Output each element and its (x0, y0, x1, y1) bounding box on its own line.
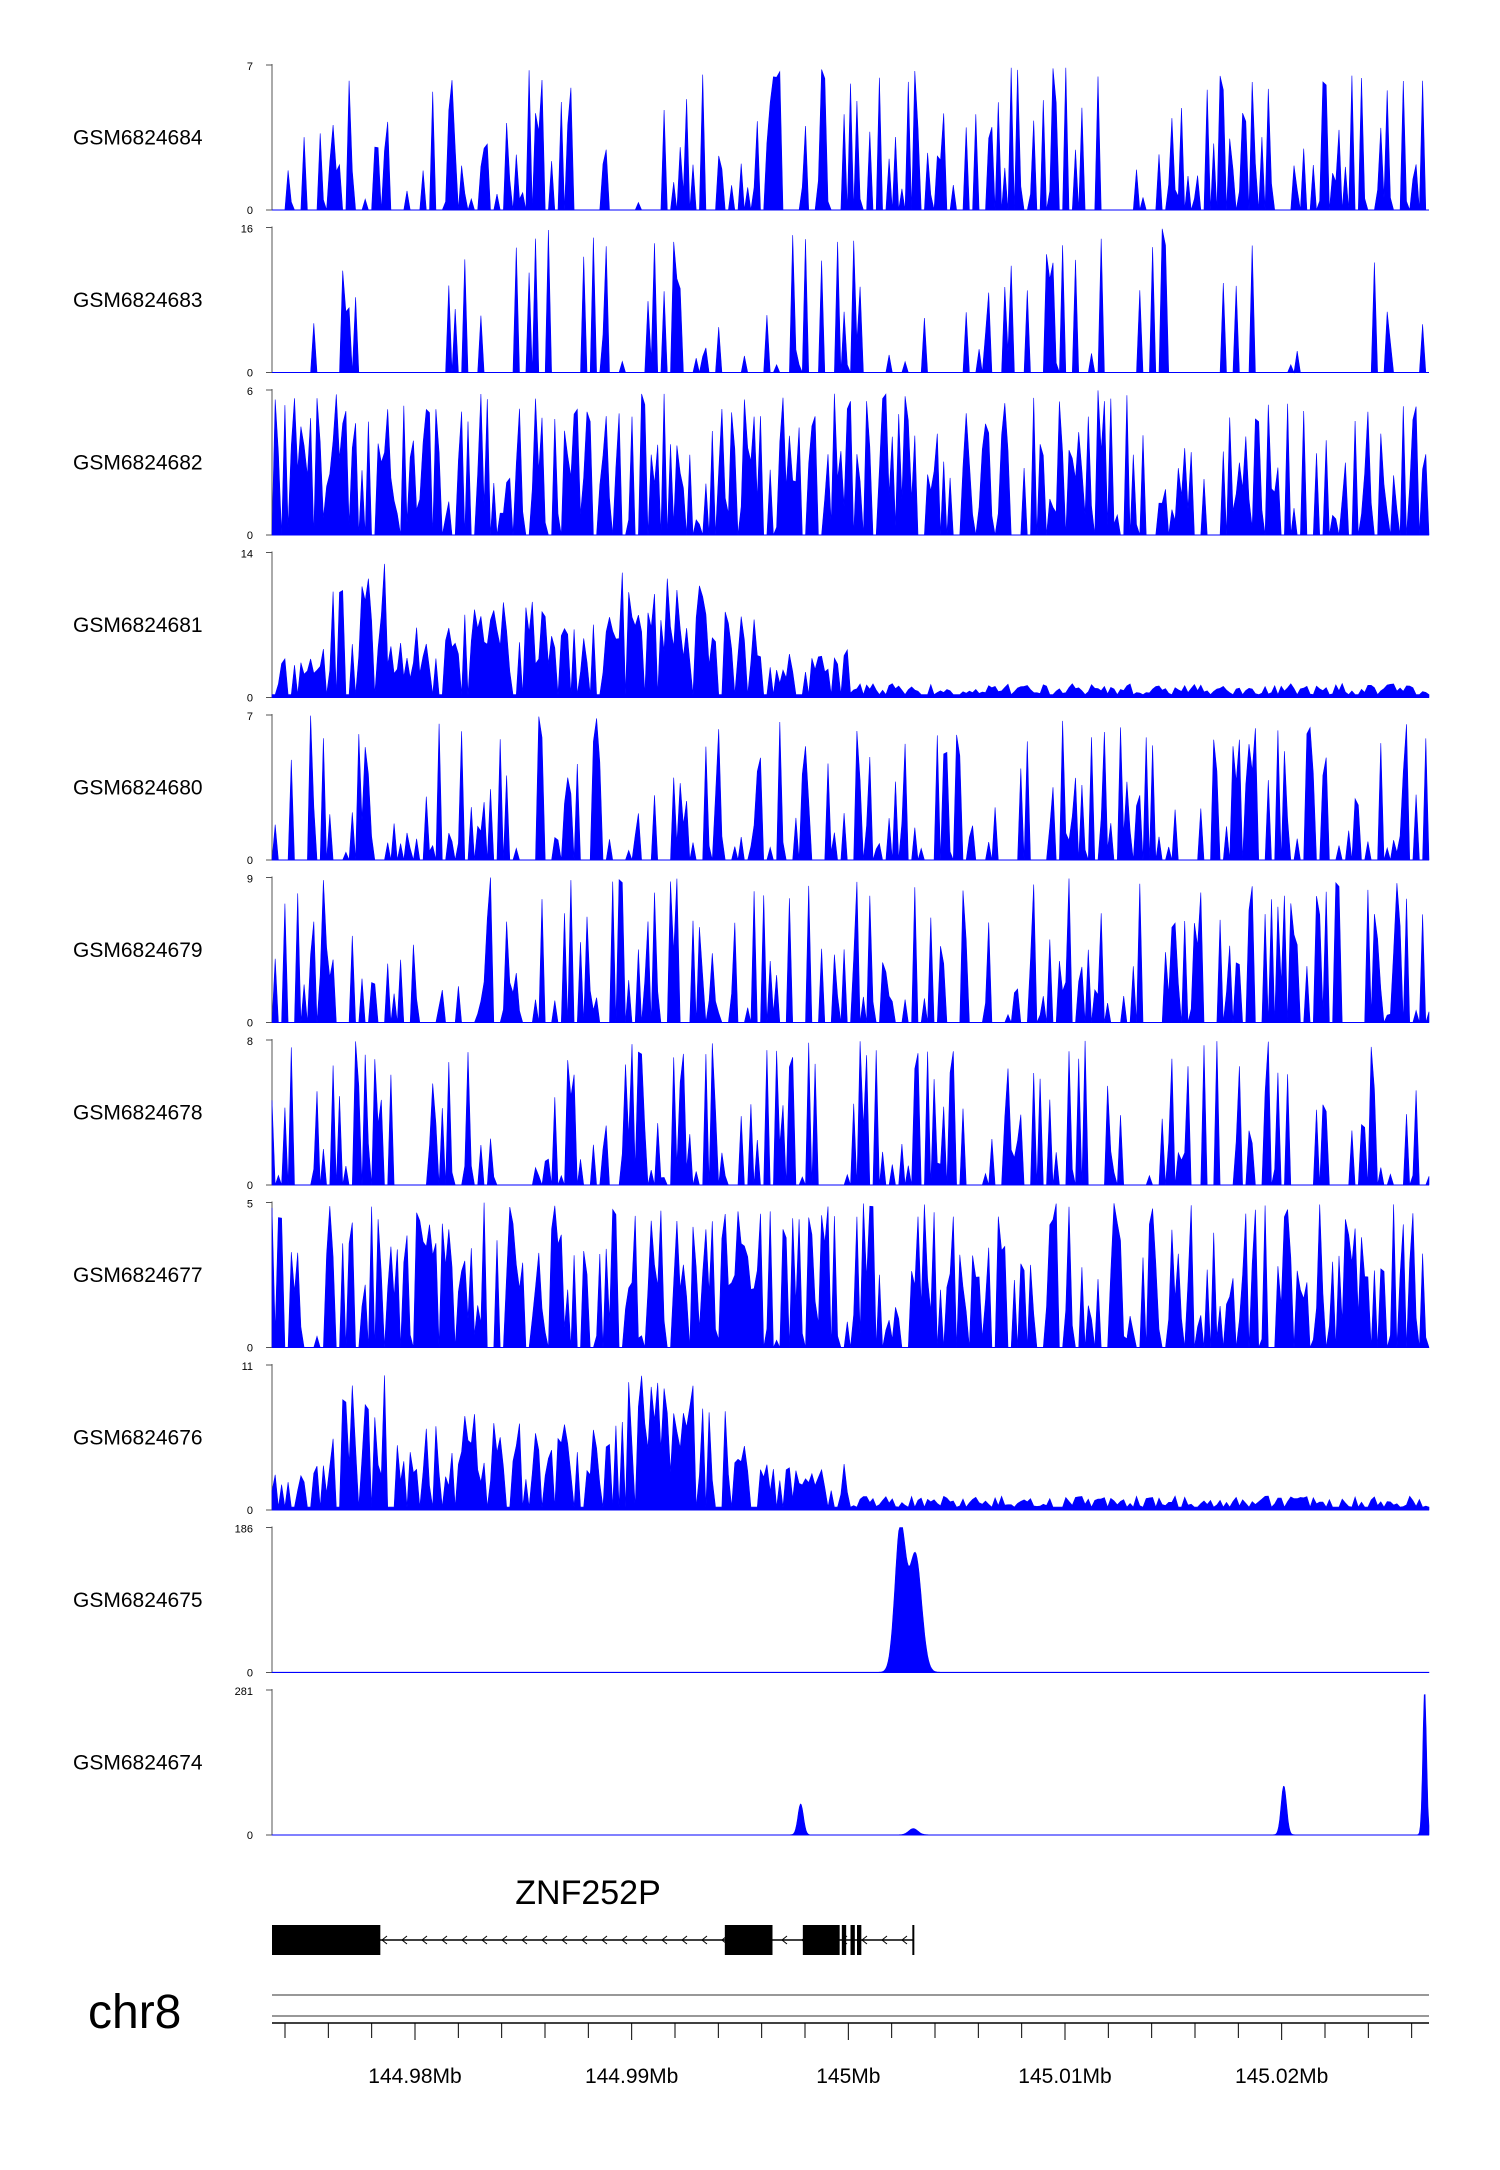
gene-exon (724, 1925, 773, 1955)
track-label: GSM6824681 (73, 614, 203, 637)
track-label: GSM6824674 (73, 1751, 203, 1774)
track-label: GSM6824682 (73, 451, 203, 474)
signal-area (272, 67, 1429, 211)
track-GSM6824679: GSM6824679 9 0 (73, 874, 1430, 1030)
track-ymax-label: 5 (247, 1199, 253, 1211)
signal-area (271, 715, 1430, 861)
strand-arrow (421, 1935, 428, 1945)
track-label: GSM6824677 (73, 1264, 203, 1287)
gene-exon (802, 1925, 840, 1955)
track-ymax-label: 9 (247, 874, 253, 886)
track-label: GSM6824675 (73, 1589, 203, 1612)
strand-arrow (901, 1935, 908, 1945)
track-ymax-label: 186 (235, 1524, 253, 1536)
gene-name-label: ZNF252P (515, 1874, 661, 1912)
strand-arrow (541, 1935, 548, 1945)
strand-arrow (481, 1935, 488, 1945)
gene-exon (272, 1925, 381, 1955)
track-ymax-label: 14 (241, 549, 253, 561)
track-ymin-label: 0 (247, 693, 253, 705)
signal-area (271, 1040, 1430, 1186)
track-GSM6824683: GSM6824683 16 0 (73, 224, 1429, 380)
signal-tracks: GSM682468470GSM6824683160GSM682468260GSM… (73, 61, 1430, 1842)
strand-arrow (701, 1935, 708, 1945)
x-tick-label: 145.02Mb (1235, 2065, 1328, 2088)
track-ymax-label: 281 (235, 1686, 253, 1698)
track-ymin-label: 0 (247, 1668, 253, 1680)
strand-arrow (861, 1935, 868, 1945)
track-ymin-label: 0 (247, 530, 253, 542)
signal-area (271, 1527, 1430, 1673)
track-label: GSM6824676 (73, 1426, 203, 1449)
gene-exon (857, 1925, 862, 1955)
gene-exon (841, 1925, 847, 1955)
signal-area (271, 1375, 1430, 1511)
strand-arrow (681, 1935, 688, 1945)
genome-axis: chr8 144.98Mb 144.99Mb 145Mb 145.01Mb 145.02… (88, 1986, 1429, 2088)
signal-area (272, 228, 1429, 374)
track-ymax-label: 7 (247, 61, 253, 73)
track-ymax-label: 11 (242, 1361, 253, 1373)
track-ymin-label: 0 (247, 1505, 253, 1517)
track-GSM6824684: GSM6824684 7 0 (73, 61, 1429, 217)
track-GSM6824676: GSM6824676 11 0 (73, 1361, 1430, 1517)
strand-arrow (381, 1935, 388, 1945)
track-ymax-label: 7 (247, 711, 253, 723)
signal-area (271, 390, 1430, 536)
strand-arrow (561, 1935, 568, 1945)
signal-area (271, 563, 1430, 698)
strand-arrow (501, 1935, 508, 1945)
x-tick-label: 144.98Mb (368, 2065, 461, 2088)
track-label: GSM6824680 (73, 776, 203, 799)
strand-arrow (641, 1935, 648, 1945)
track-ymax-label: 8 (247, 1036, 253, 1048)
x-tick-label: 144.99Mb (585, 2065, 678, 2088)
track-GSM6824680: GSM6824680 7 0 (73, 711, 1430, 867)
track-GSM6824681: GSM6824681 14 0 (73, 549, 1430, 705)
x-tick-label: 145Mb (816, 2065, 880, 2088)
strand-arrow (401, 1935, 408, 1945)
track-ymax-label: 16 (241, 224, 253, 236)
track-GSM6824682: GSM6824682 6 0 (73, 386, 1430, 542)
strand-arrow (881, 1935, 888, 1945)
track-GSM6824677: GSM6824677 5 0 (73, 1199, 1430, 1355)
strand-arrow (781, 1935, 788, 1945)
track-ymin-label: 0 (247, 1018, 253, 1030)
signal-area (271, 1694, 1430, 1836)
strand-arrow (461, 1935, 468, 1945)
track-GSM6824674: GSM6824674 281 0 (73, 1686, 1430, 1842)
track-ymin-label: 0 (247, 855, 253, 867)
track-GSM6824678: GSM6824678 8 0 (73, 1036, 1430, 1192)
strand-arrow (621, 1935, 628, 1945)
chromosome-label: chr8 (88, 1986, 181, 2039)
track-ymin-label: 0 (247, 205, 253, 217)
track-ymin-label: 0 (247, 1180, 253, 1192)
track-label: GSM6824683 (73, 289, 203, 312)
track-ymin-label: 0 (247, 368, 253, 380)
strand-arrow (441, 1935, 448, 1945)
track-ymin-label: 0 (247, 1830, 253, 1842)
track-label: GSM6824678 (73, 1101, 203, 1124)
strand-arrow (581, 1935, 588, 1945)
strand-arrow (521, 1935, 528, 1945)
signal-area (271, 877, 1430, 1023)
gene-track: ZNF252P (272, 1874, 915, 1955)
track-label: GSM6824679 (73, 939, 203, 962)
track-label: GSM6824684 (73, 126, 203, 149)
x-tick-label: 145.01Mb (1018, 2065, 1111, 2088)
signal-area (271, 1202, 1430, 1348)
track-ymin-label: 0 (247, 1343, 253, 1355)
gene-exon (850, 1925, 855, 1955)
track-ymax-label: 6 (247, 386, 253, 398)
strand-arrow (601, 1935, 608, 1945)
strand-arrow (661, 1935, 668, 1945)
track-GSM6824675: GSM6824675 186 0 (73, 1524, 1430, 1680)
